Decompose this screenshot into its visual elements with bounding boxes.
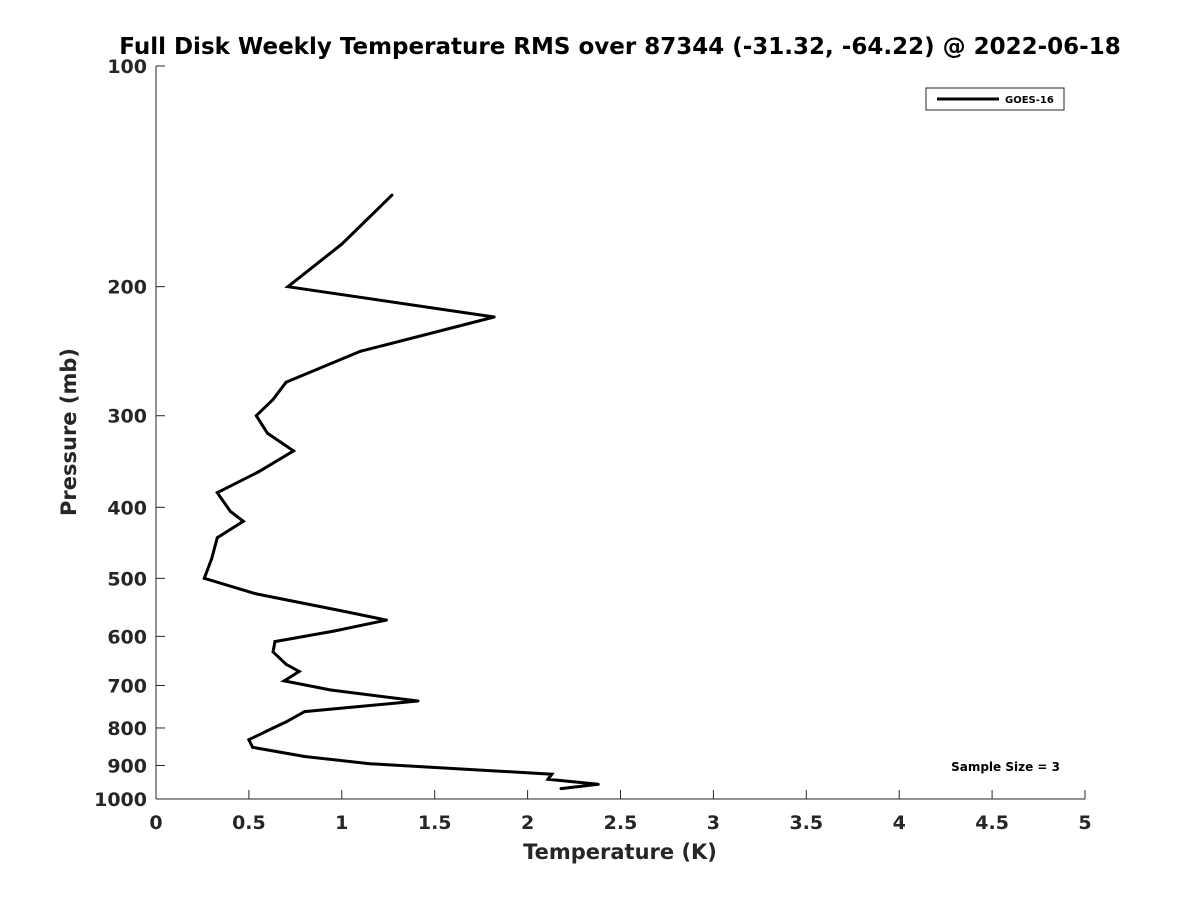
data-point (271, 397, 275, 401)
legend: GOES-16 (925, 87, 1065, 111)
data-point (228, 509, 232, 513)
x-tick-label: 4 (893, 812, 906, 834)
x-axis-label: Temperature (K) (523, 840, 717, 864)
x-tick-label: 3 (707, 812, 720, 834)
y-axis-label: Pressure (mb) (57, 348, 81, 516)
data-point (390, 193, 394, 197)
data-point (271, 726, 275, 730)
x-tick-label: 2 (521, 812, 534, 834)
y-tick-label: 100 (107, 56, 147, 78)
data-point (282, 679, 286, 683)
data-point (254, 592, 258, 596)
data-point (256, 470, 260, 474)
data-point (241, 519, 245, 523)
data-point (291, 449, 295, 453)
series-points (202, 193, 600, 791)
data-point (215, 536, 219, 540)
legend-label-goes-16: GOES-16 (1005, 95, 1054, 106)
y-tick-label: 800 (107, 718, 147, 740)
data-point (286, 285, 290, 289)
x-tick-label: 3.5 (789, 812, 823, 834)
y-tick-label: 600 (107, 626, 147, 648)
y-tick-label: 1000 (94, 789, 147, 811)
plot-area (156, 66, 1085, 799)
chart-title: Full Disk Weekly Temperature RMS over 87… (119, 34, 1121, 60)
data-point (303, 710, 307, 714)
data-point (284, 662, 288, 666)
data-point (251, 745, 255, 749)
y-tick-label: 200 (107, 277, 147, 299)
data-point (247, 738, 251, 742)
data-point (416, 699, 420, 703)
data-point (273, 640, 277, 644)
data-point (368, 762, 372, 766)
data-point (340, 242, 344, 246)
x-tick-label: 5 (1078, 812, 1091, 834)
data-point (284, 380, 288, 384)
y-tick-label: 400 (107, 497, 147, 519)
x-tick-label: 0 (149, 812, 162, 834)
y-tick-label: 500 (107, 568, 147, 590)
data-point (329, 688, 333, 692)
x-tick-label: 2.5 (604, 812, 638, 834)
data-point (215, 491, 219, 495)
y-tick-label: 300 (107, 406, 147, 428)
x-tick-label: 0.5 (232, 812, 266, 834)
data-point (358, 349, 362, 353)
data-point (265, 431, 269, 435)
data-point (546, 777, 550, 781)
data-point (344, 610, 348, 614)
x-tick-label: 1 (335, 812, 348, 834)
data-point (303, 754, 307, 758)
data-point (559, 787, 563, 791)
data-point (550, 772, 554, 776)
y-tick-label: 700 (107, 675, 147, 697)
x-tick-label: 4.5 (975, 812, 1009, 834)
data-point (284, 720, 288, 724)
y-tick-label: 900 (107, 755, 147, 777)
y-axis-ticks: 100 200 300 400 500 600 700 800 900 1000 (94, 56, 165, 811)
data-point (384, 618, 388, 622)
data-point (492, 315, 496, 319)
sample-size-annotation: Sample Size = 3 (951, 760, 1060, 774)
data-point (254, 414, 258, 418)
data-point (210, 557, 214, 561)
x-tick-label: 1.5 (418, 812, 452, 834)
data-point (332, 629, 336, 633)
data-point (596, 782, 600, 786)
data-point (202, 576, 206, 580)
data-point (297, 670, 301, 674)
x-axis-ticks: 0 0.5 1 1.5 2 2.5 3 3.5 4 4.5 5 (149, 790, 1092, 834)
data-point (271, 650, 275, 654)
